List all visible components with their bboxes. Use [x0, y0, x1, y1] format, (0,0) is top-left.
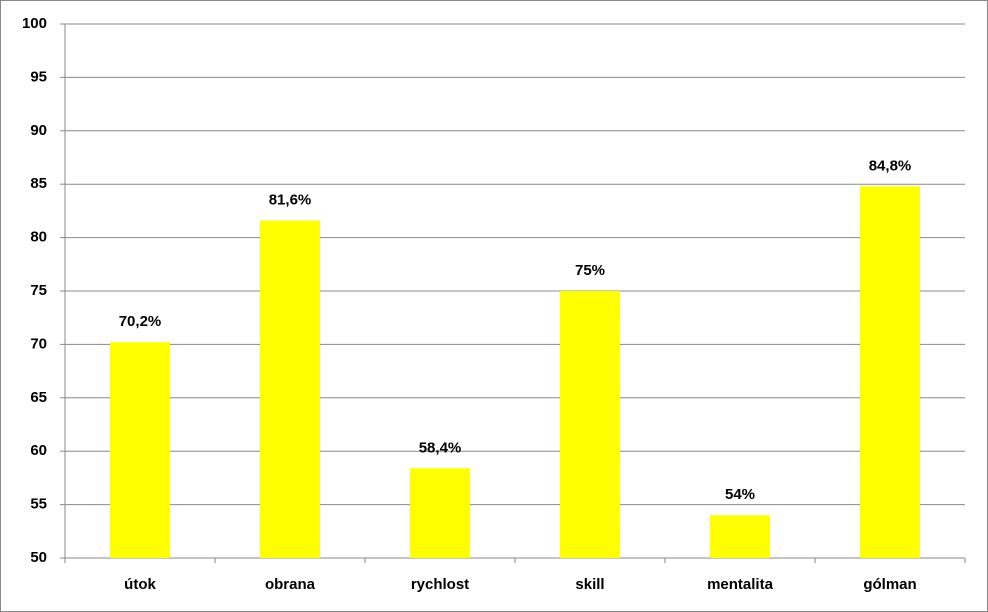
x-tick-label: mentalita	[707, 576, 774, 593]
data-label: 81,6%	[269, 191, 312, 208]
x-tick-label: skill	[575, 576, 604, 593]
bar	[110, 342, 170, 558]
data-label: 70,2%	[119, 313, 162, 330]
y-tick-label: 70	[30, 335, 47, 352]
data-label: 58,4%	[419, 439, 462, 456]
x-tick-label: útok	[124, 576, 156, 593]
data-label: 54%	[725, 486, 755, 503]
y-tick-label: 75	[30, 282, 47, 299]
bar	[860, 186, 920, 558]
bar	[710, 515, 770, 558]
data-label: 84,8%	[869, 157, 912, 174]
bar	[560, 291, 620, 558]
y-tick-label: 90	[30, 122, 47, 139]
y-tick-label: 85	[30, 175, 47, 192]
x-tick-label: rychlost	[411, 576, 469, 593]
x-tick-label: obrana	[265, 576, 316, 593]
bar	[260, 220, 320, 558]
y-tick-label: 95	[30, 68, 47, 85]
data-label: 75%	[575, 262, 605, 279]
y-tick-label: 80	[30, 229, 47, 246]
y-tick-label: 50	[30, 549, 47, 566]
y-tick-label: 65	[30, 389, 47, 406]
bar	[410, 468, 470, 558]
y-tick-label: 100	[22, 15, 47, 32]
x-tick-label: gólman	[863, 576, 916, 593]
y-tick-label: 60	[30, 442, 47, 459]
y-tick-label: 55	[30, 496, 47, 513]
